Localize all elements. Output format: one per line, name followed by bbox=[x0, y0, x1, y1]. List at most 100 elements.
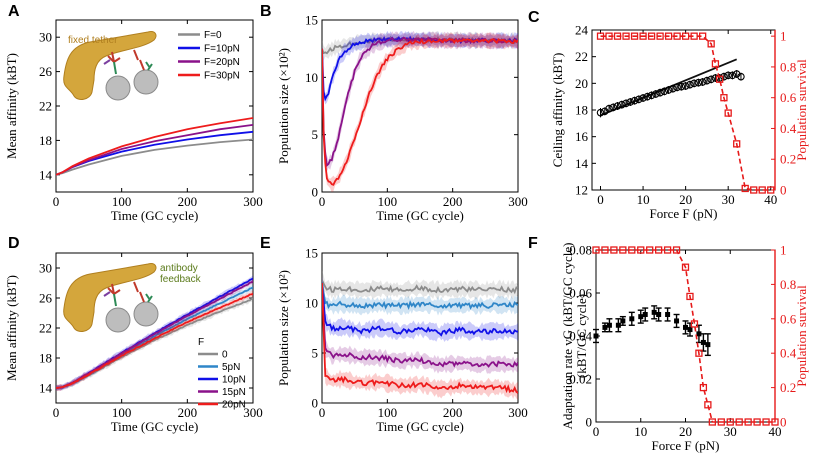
data-point-survival bbox=[686, 292, 694, 301]
y-axis-label: Adaptation rate vG (kBT/GC cycle) bbox=[560, 243, 575, 430]
data-point-adaptation-rate bbox=[638, 314, 644, 320]
data-point-ceiling-affinity bbox=[656, 88, 664, 97]
y-tick-label: 22 bbox=[575, 49, 588, 64]
right-tick-label: 0.2 bbox=[780, 152, 796, 167]
data-point-ceiling-affinity bbox=[703, 76, 711, 85]
data-point-survival bbox=[750, 186, 758, 194]
tether-link bbox=[103, 291, 111, 297]
x-tick-label: 300 bbox=[508, 405, 528, 420]
data-point-survival bbox=[720, 94, 728, 102]
x-tick-label: 0 bbox=[597, 192, 604, 207]
y-tick-label: 30 bbox=[39, 30, 52, 45]
data-point-survival bbox=[637, 246, 645, 254]
x-tick-label: 200 bbox=[443, 405, 463, 420]
right-tick-label: 0.6 bbox=[780, 90, 797, 105]
legend-entry-0: 0 bbox=[222, 350, 228, 361]
right-axis-label: Population survival bbox=[794, 59, 809, 161]
data-point-ceiling-affinity bbox=[613, 102, 622, 110]
data-point-ceiling-affinity bbox=[664, 86, 673, 94]
data-point-survival bbox=[672, 246, 681, 254]
data-point-ceiling-affinity bbox=[635, 95, 643, 104]
data-point-survival bbox=[596, 32, 605, 40]
data-point-survival bbox=[630, 32, 639, 40]
series-line-0 bbox=[322, 279, 518, 295]
receptor-2 bbox=[145, 61, 153, 71]
data-point-survival bbox=[605, 32, 613, 40]
follicular-dendritic-cell-shape bbox=[63, 263, 157, 332]
legend-entry-F=0: F=0 bbox=[204, 30, 222, 41]
data-point-ceiling-affinity bbox=[681, 82, 690, 90]
y-axis-label-units: (kBT/GC cycle) bbox=[574, 294, 589, 378]
data-point-adaptation-rate bbox=[593, 333, 599, 339]
y-axis-label: Mean affinity (kBT) bbox=[4, 275, 19, 381]
data-point-survival bbox=[699, 383, 708, 392]
series-band-10pN bbox=[322, 275, 518, 342]
y-tick-label: 24 bbox=[575, 23, 589, 38]
right-axis-label: Population survival bbox=[794, 285, 809, 387]
series-group-D bbox=[56, 274, 253, 392]
data-point-survival bbox=[767, 186, 775, 194]
x-axis-label: Time (GC cycle) bbox=[111, 419, 199, 434]
x-tick-label: 200 bbox=[443, 194, 463, 209]
data-point-ceiling-affinity bbox=[737, 72, 745, 81]
follicular-dendritic-cell-shape bbox=[63, 31, 157, 100]
x-axis-label: Force F (pN) bbox=[652, 438, 720, 453]
data-point-survival bbox=[726, 418, 734, 426]
data-point-survival bbox=[744, 418, 752, 426]
series-group-B bbox=[322, 30, 518, 192]
data-point-survival bbox=[762, 418, 770, 426]
data-point-survival bbox=[690, 320, 699, 328]
data-point-survival bbox=[758, 186, 766, 194]
y-tick-label: 0.02 bbox=[569, 372, 592, 387]
y-tick-label: 0 bbox=[312, 185, 319, 200]
series-line-10pN bbox=[322, 282, 518, 337]
right-tick-label: 0 bbox=[780, 415, 787, 430]
annotation-text-line2: feedback bbox=[160, 274, 202, 285]
data-point-survival bbox=[681, 32, 690, 40]
receptor-2 bbox=[145, 293, 153, 303]
right-tick-label: 0.8 bbox=[780, 59, 796, 74]
panel-letter: F bbox=[528, 235, 538, 252]
annotation-text: fixed tether bbox=[68, 35, 118, 46]
legend-entry-20pN: 20pN bbox=[222, 400, 246, 411]
x-tick-label: 100 bbox=[112, 405, 132, 420]
data-point-survival bbox=[601, 246, 609, 254]
data-point-survival bbox=[673, 32, 681, 40]
right-tick-label: 0.4 bbox=[780, 346, 797, 361]
data-point-survival bbox=[646, 246, 654, 254]
y-axis-label: Mean affinity (kBT) bbox=[4, 53, 19, 159]
x-tick-label: 10 bbox=[634, 424, 647, 439]
series-line-5pN bbox=[322, 282, 518, 311]
series-band-F=20pN bbox=[322, 30, 518, 172]
data-point-ceiling-affinity bbox=[673, 83, 681, 92]
series-band-F=10pN bbox=[322, 30, 518, 105]
data-point-ceiling-affinity bbox=[660, 87, 669, 96]
x-tick-label: 20 bbox=[679, 424, 692, 439]
data-point-ceiling-affinity bbox=[626, 98, 635, 106]
series-band-0 bbox=[322, 270, 518, 300]
data-point-adaptation-rate bbox=[651, 309, 657, 315]
data-point-adaptation-rate bbox=[705, 342, 711, 348]
data-point-survival bbox=[664, 32, 673, 40]
x-tick-label: 0 bbox=[53, 194, 60, 209]
data-point-survival bbox=[704, 401, 712, 409]
y-tick-label: 30 bbox=[39, 261, 52, 276]
series-band-20pN bbox=[322, 276, 518, 401]
y-tick-label: 14 bbox=[39, 381, 53, 396]
data-point-survival bbox=[708, 418, 716, 426]
data-point-adaptation-rate bbox=[696, 331, 702, 337]
x-tick-label: 100 bbox=[112, 194, 132, 209]
x-tick-label: 200 bbox=[178, 405, 198, 420]
data-point-survival bbox=[681, 263, 690, 271]
y-tick-label: 0.08 bbox=[569, 243, 592, 258]
data-point-survival bbox=[639, 32, 647, 40]
x-tick-label: 30 bbox=[724, 424, 737, 439]
data-point-adaptation-rate bbox=[602, 324, 608, 330]
data-point-adaptation-rate bbox=[656, 312, 662, 317]
y-tick-label: 20 bbox=[575, 76, 588, 91]
plot-frame-E bbox=[321, 252, 519, 404]
b-cell-2 bbox=[133, 301, 159, 327]
y-tick-label: 10 bbox=[305, 296, 318, 311]
data-point-ceiling-affinity bbox=[622, 99, 630, 108]
